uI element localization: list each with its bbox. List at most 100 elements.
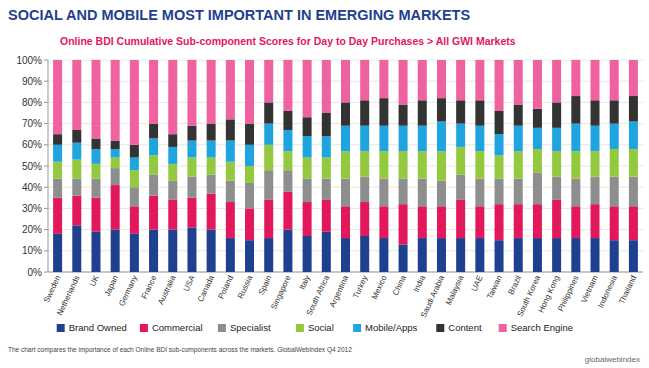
legend-swatch	[499, 324, 507, 332]
bar-segment	[91, 164, 100, 179]
tick-label: 20%	[22, 224, 42, 235]
bar-segment	[303, 136, 312, 157]
bar-segment	[418, 126, 427, 151]
bar-segment	[610, 206, 619, 240]
bar-segment	[360, 126, 369, 151]
bar-segment	[187, 60, 196, 126]
bar-segment	[207, 158, 216, 175]
bar-segment	[149, 230, 158, 272]
bar-segment	[475, 179, 484, 207]
bar-segment	[264, 200, 273, 238]
bar-segment	[456, 238, 465, 272]
legend-swatch	[296, 324, 304, 332]
bar-segment	[456, 124, 465, 147]
bar-segment	[495, 111, 504, 134]
bar-segment	[207, 174, 216, 193]
bar-segment	[187, 198, 196, 228]
bar-segment	[168, 147, 177, 164]
bar-segment	[552, 151, 561, 176]
bar-segment	[571, 206, 580, 238]
bar-segment	[91, 198, 100, 232]
bar-segment	[168, 60, 177, 134]
tick	[44, 272, 48, 273]
y-axis	[48, 60, 49, 272]
bar-segment	[168, 164, 177, 181]
bar-segment	[111, 185, 120, 230]
bar-segment	[322, 136, 331, 157]
bar-segment	[91, 149, 100, 164]
bar-segment	[437, 121, 446, 151]
bar-segment	[629, 60, 638, 96]
bar-segment	[72, 60, 81, 130]
bar-segment	[495, 134, 504, 155]
bar-segment	[72, 179, 81, 196]
bar-segment	[207, 141, 216, 158]
bar-segment	[341, 206, 350, 238]
tick-label: 10%	[22, 245, 42, 256]
bar-segment	[552, 238, 561, 272]
legend: Brand OwnedCommercialSpecialistSocialMob…	[57, 322, 573, 333]
bar-segment	[379, 179, 388, 207]
bar-segment	[72, 143, 81, 160]
legend-label: Content	[448, 322, 482, 333]
category-label: Argentina	[328, 274, 351, 309]
bar-segment	[283, 60, 292, 111]
bar-segment	[360, 177, 369, 202]
bar-segment	[168, 134, 177, 147]
bar-segment	[168, 230, 177, 272]
bar-segment	[303, 202, 312, 236]
bar-segment	[303, 60, 312, 117]
bar-segment	[514, 238, 523, 272]
bar-segment	[91, 232, 100, 272]
bar-segment	[379, 238, 388, 272]
bar-segment	[533, 149, 542, 172]
category-label: Canada	[196, 274, 216, 304]
bar-segment	[187, 126, 196, 141]
bar-segment	[437, 60, 446, 98]
bar-segment	[495, 60, 504, 111]
bar-segment	[245, 145, 254, 166]
bar-segment	[130, 170, 139, 187]
bar-segment	[418, 179, 427, 207]
bar-segment	[283, 191, 292, 229]
bar-segment	[245, 124, 254, 145]
bar-segment	[629, 240, 638, 272]
bar-segment	[379, 98, 388, 126]
category-label: China	[391, 274, 408, 297]
bar-segment	[475, 238, 484, 272]
subtitle: Online BDI Cumulative Sub-component Scor…	[60, 35, 516, 47]
tick-label: 70%	[22, 118, 42, 129]
bar-segment	[207, 230, 216, 272]
category-label: UK	[88, 273, 101, 287]
tick	[44, 208, 48, 209]
bar-segment	[72, 196, 81, 226]
category-label: Italy	[298, 274, 312, 291]
category-label: UAE	[470, 274, 485, 293]
category-label: Sweden	[42, 274, 62, 304]
bar-segment	[399, 151, 408, 179]
bar-segment	[130, 145, 139, 158]
footnote: The chart compares the importance of eac…	[8, 346, 352, 354]
bar-segment	[341, 151, 350, 179]
bar-segment	[533, 60, 542, 109]
bar-segment	[495, 179, 504, 204]
bar-segment	[341, 126, 350, 151]
bar-segment	[91, 179, 100, 198]
bar-segment	[72, 160, 81, 179]
bar-segment	[571, 60, 580, 96]
bar-segment	[514, 105, 523, 126]
bar-segment	[187, 158, 196, 177]
category-label: Singapore	[269, 274, 293, 311]
bar-segment	[283, 130, 292, 151]
bar-segment	[571, 151, 580, 179]
bar-segment	[495, 155, 504, 178]
bar-segment	[456, 174, 465, 199]
legend-swatch	[218, 324, 226, 332]
bar-segment	[130, 158, 139, 171]
bar-segment	[130, 187, 139, 206]
bar-segment	[591, 100, 600, 125]
category-label: Taiwan	[485, 274, 504, 300]
category-label: France	[140, 274, 159, 301]
bar-segment	[475, 100, 484, 125]
bar-segment	[360, 100, 369, 125]
